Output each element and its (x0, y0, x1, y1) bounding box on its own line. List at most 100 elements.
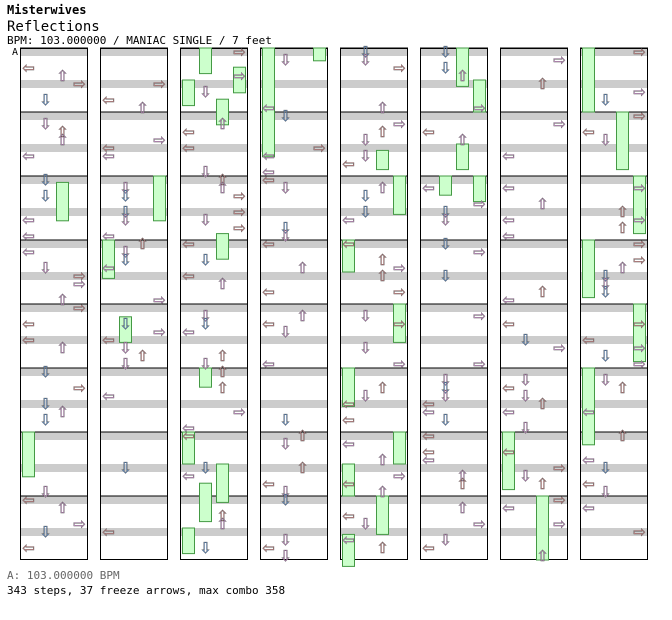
beat-stripe (420, 464, 488, 472)
right-arrow: ⇨ (633, 43, 646, 61)
beat-stripe (180, 304, 248, 312)
down-arrow: ⇩ (279, 323, 292, 341)
left-arrow: ⇦ (422, 403, 435, 421)
beat-stripe (100, 208, 168, 216)
beat-stripe (340, 336, 408, 344)
panel-border (180, 48, 248, 560)
right-arrow: ⇨ (553, 339, 566, 357)
up-arrow: ⇧ (296, 427, 309, 445)
beat-stripe (340, 144, 408, 152)
right-arrow: ⇨ (393, 115, 406, 133)
freeze-arrow (502, 431, 515, 491)
beat-stripe (580, 304, 648, 312)
right-arrow: ⇨ (153, 75, 166, 93)
beat-stripe (340, 240, 408, 248)
panel-border (260, 48, 328, 560)
freeze-arrow (473, 175, 486, 203)
down-arrow: ⇩ (119, 315, 132, 333)
beat-stripe (260, 80, 328, 88)
left-arrow: ⇦ (22, 147, 35, 165)
beat-stripe (500, 144, 568, 152)
left-arrow: ⇦ (342, 507, 355, 525)
beat-stripe (180, 272, 248, 280)
up-arrow: ⇧ (216, 347, 229, 365)
beat-stripe (180, 528, 248, 536)
up-arrow: ⇧ (376, 251, 389, 269)
right-arrow: ⇨ (393, 355, 406, 373)
down-arrow: ⇩ (359, 339, 372, 357)
beat-stripe (180, 400, 248, 408)
panel-border (500, 48, 568, 560)
up-arrow: ⇧ (376, 123, 389, 141)
freeze-arrow (22, 431, 35, 478)
left-arrow: ⇦ (262, 475, 275, 493)
left-arrow: ⇦ (502, 315, 515, 333)
down-arrow: ⇩ (39, 411, 52, 429)
beat-stripe (260, 272, 328, 280)
freeze-arrow (216, 98, 229, 126)
beat-stripe (420, 208, 488, 216)
left-arrow: ⇦ (342, 435, 355, 453)
down-arrow: ⇩ (119, 251, 132, 269)
left-arrow: ⇦ (582, 475, 595, 493)
beat-stripe (180, 112, 248, 120)
right-arrow: ⇨ (393, 283, 406, 301)
beat-stripe (340, 432, 408, 440)
beat-stripe (420, 272, 488, 280)
beat-stripe (100, 368, 168, 376)
freeze-arrow (582, 239, 595, 299)
up-arrow: ⇧ (216, 275, 229, 293)
down-arrow: ⇩ (119, 179, 132, 197)
beat-stripe (500, 336, 568, 344)
up-arrow: ⇧ (56, 403, 69, 421)
up-arrow: ⇧ (376, 379, 389, 397)
down-arrow: ⇩ (199, 163, 212, 181)
down-arrow: ⇩ (279, 219, 292, 237)
up-arrow: ⇧ (56, 131, 69, 149)
left-arrow: ⇦ (502, 499, 515, 517)
left-arrow: ⇦ (582, 123, 595, 141)
beat-stripe (580, 368, 648, 376)
beat-stripe (100, 48, 168, 56)
panel-border (580, 48, 648, 560)
beat-stripe (420, 432, 488, 440)
freeze-arrow (456, 47, 469, 87)
up-arrow: ⇧ (376, 99, 389, 117)
freeze-arrow (342, 367, 355, 407)
beat-stripe (20, 304, 88, 312)
beat-stripe (340, 272, 408, 280)
beat-stripe (20, 48, 88, 56)
chart-meta: BPM: 103.000000 / MANIAC SINGLE / 7 feet (7, 34, 272, 47)
beat-stripe (500, 80, 568, 88)
right-arrow: ⇨ (633, 315, 646, 333)
left-arrow: ⇦ (502, 291, 515, 309)
up-arrow: ⇧ (216, 363, 229, 381)
right-arrow: ⇨ (73, 299, 86, 317)
down-arrow: ⇩ (39, 363, 52, 381)
beat-stripe (260, 496, 328, 504)
beat-stripe (500, 208, 568, 216)
freeze-arrow (102, 239, 115, 279)
up-arrow: ⇧ (376, 539, 389, 557)
right-arrow: ⇨ (633, 339, 646, 357)
beat-stripe (420, 176, 488, 184)
down-arrow: ⇩ (359, 131, 372, 149)
left-arrow: ⇦ (582, 499, 595, 517)
up-arrow: ⇧ (56, 291, 69, 309)
freeze-arrow (536, 495, 549, 561)
beat-stripe (500, 496, 568, 504)
down-arrow: ⇩ (39, 187, 52, 205)
beat-stripe (100, 464, 168, 472)
down-arrow: ⇩ (119, 339, 132, 357)
freeze-arrow (216, 463, 229, 503)
left-arrow: ⇦ (342, 475, 355, 493)
right-arrow: ⇨ (313, 139, 326, 157)
beat-stripe (500, 304, 568, 312)
panel-border (100, 48, 168, 560)
up-arrow: ⇧ (216, 115, 229, 133)
beat-stripe (420, 112, 488, 120)
right-arrow: ⇨ (73, 515, 86, 533)
freeze-arrow (182, 527, 195, 555)
left-arrow: ⇦ (502, 443, 515, 461)
panel-border (340, 48, 408, 560)
